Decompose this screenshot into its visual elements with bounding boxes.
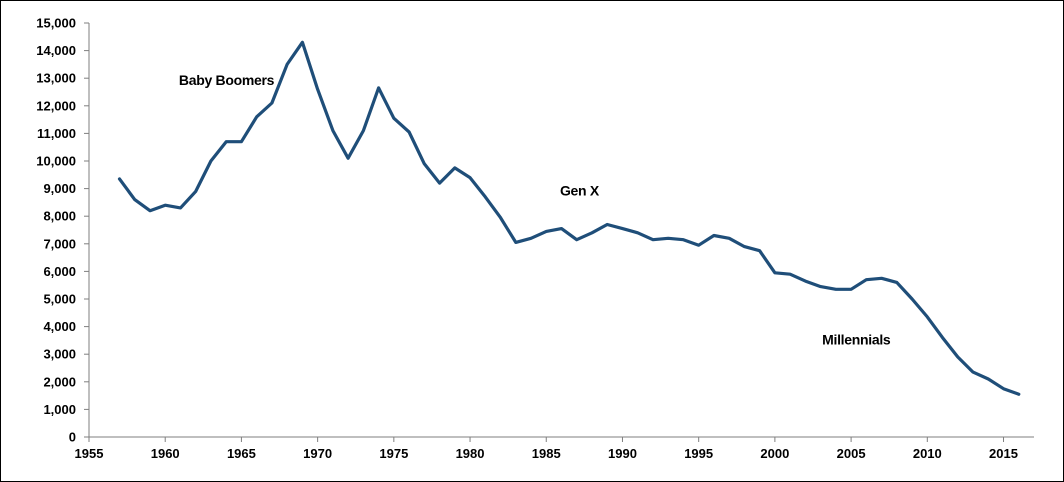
- y-tick-label: 5,000: [43, 292, 76, 307]
- x-tick-label: 1980: [456, 446, 485, 461]
- y-tick-label: 7,000: [43, 236, 76, 251]
- y-tick-label: 0: [69, 430, 76, 445]
- y-tick-label: 12,000: [36, 98, 76, 113]
- y-tick-label: 3,000: [43, 347, 76, 362]
- y-tick-label: 15,000: [36, 16, 76, 31]
- series-group: [117, 40, 1021, 396]
- y-tick-label: 2,000: [43, 374, 76, 389]
- y-tick-label: 6,000: [43, 264, 76, 279]
- x-tick-label: 2015: [989, 446, 1018, 461]
- y-tick-label: 10,000: [36, 154, 76, 169]
- x-tick-label: 1995: [684, 446, 713, 461]
- x-tick-label: 2005: [837, 446, 866, 461]
- y-axis-ticks: 0 1,000 2,000 3,000 4,000 5,000 6,000 7,000 8,00…: [36, 16, 89, 445]
- y-tick-label: 4,000: [43, 319, 76, 334]
- x-tick-label: 1975: [379, 446, 408, 461]
- axes: [88, 23, 1034, 438]
- annotation-label: Baby Boomers: [179, 72, 275, 88]
- x-tick-label: 1960: [151, 446, 180, 461]
- x-tick-label: 1990: [608, 446, 637, 461]
- x-tick-label: 1970: [303, 446, 332, 461]
- y-tick-label: 13,000: [36, 71, 76, 86]
- x-tick-label: 1965: [227, 446, 256, 461]
- x-tick-label: 2010: [913, 446, 942, 461]
- x-tick-label: 1955: [75, 446, 104, 461]
- x-axis-ticks: 1955 1960 1965 1970 1975 1980 1985 1990 1995 2000…: [75, 437, 1018, 461]
- y-tick-label: 8,000: [43, 209, 76, 224]
- annotations-group: Baby Boomers Gen X Millennials: [179, 72, 891, 347]
- y-tick-label: 11,000: [37, 126, 76, 141]
- y-tick-label: 9,000: [43, 181, 76, 196]
- annotation-label: Millennials: [822, 332, 891, 348]
- x-tick-label: 1985: [532, 446, 561, 461]
- series-line: [117, 40, 1021, 396]
- x-tick-label: 2000: [760, 446, 789, 461]
- annotation-label: Gen X: [560, 183, 600, 199]
- y-tick-label: 1,000: [43, 402, 76, 417]
- y-tick-label: 14,000: [36, 43, 76, 58]
